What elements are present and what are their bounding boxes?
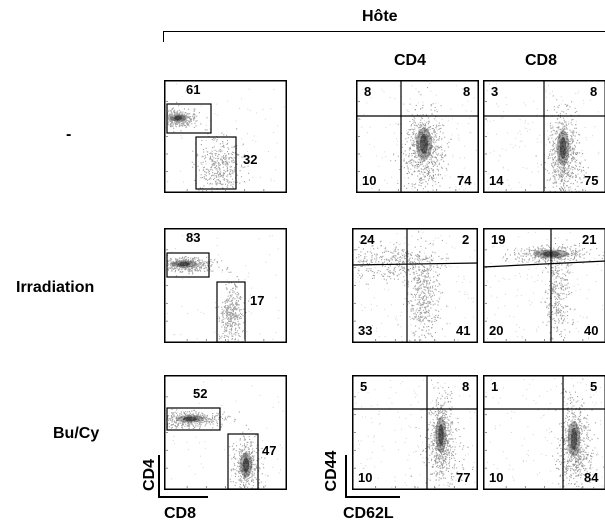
quadrant-ur: 8: [463, 84, 470, 99]
gate-value-cd4: 52: [193, 386, 207, 401]
gate-value-cd4: 83: [186, 230, 200, 245]
axis-y-cd4-line: [158, 455, 160, 497]
row-label-control: -: [66, 126, 72, 143]
axis-y-cd44-line: [345, 455, 347, 497]
quadrant-ul: 3: [491, 84, 498, 99]
axis-x-cd8-line: [158, 496, 208, 498]
quadrant-ll: 10: [489, 470, 503, 485]
row-label-irradiation: Irradiation: [16, 279, 95, 296]
panel-r1-cd4: 8 8 10 74: [356, 80, 479, 193]
quadrant-lr: 41: [456, 323, 470, 338]
quadrant-lr: 40: [584, 323, 598, 338]
quadrant-ll: 33: [358, 323, 372, 338]
quadrant-ul: 8: [364, 84, 371, 99]
quadrant-ul: 1: [491, 379, 498, 394]
axis-label-cd62l: CD62L: [343, 505, 394, 522]
axis-x-cd62l-line: [345, 496, 400, 498]
quadrant-ur: 5: [590, 379, 597, 394]
panel-r3-cd4cd8: 52 47: [164, 375, 287, 490]
cd8-column-title: CD8: [525, 52, 558, 69]
quadrant-lr: 74: [457, 173, 472, 188]
axis-label-cd8: CD8: [164, 505, 197, 522]
host-bracket: [163, 31, 605, 42]
quadrant-ll: 14: [489, 173, 504, 188]
panel-r1-cd8: 3 8 14 75: [483, 80, 605, 193]
panel-r3-cd8: 1 5 10 84: [483, 375, 605, 490]
panel-r2-cd4: 24 2 33 41: [352, 228, 478, 343]
quadrant-lr: 75: [584, 173, 598, 188]
quadrant-lr: 84: [584, 470, 599, 485]
axis-label-cd4: CD4: [141, 459, 158, 492]
panel-r3-cd4: 5 8 10 77: [352, 375, 478, 490]
gate-value-cd8: 47: [262, 443, 276, 458]
quadrant-ul: 5: [360, 379, 367, 394]
quadrant-ll: 20: [489, 323, 503, 338]
gate-value-cd8: 17: [250, 293, 264, 308]
host-title: Hôte: [362, 8, 398, 25]
panel-r2-cd8: 19 21 20 40: [483, 228, 605, 343]
gate-value-cd4: 61: [186, 82, 200, 97]
gate-value-cd8: 32: [243, 152, 257, 167]
row-label-bucy: Bu/Cy: [53, 425, 100, 442]
quadrant-ll: 10: [358, 470, 372, 485]
panel-r1-cd4cd8: 61 32: [164, 80, 287, 193]
quadrant-ur: 8: [590, 84, 597, 99]
axis-label-cd44: CD44: [323, 450, 340, 492]
quadrant-ul: 19: [491, 232, 505, 247]
quadrant-lr: 77: [456, 470, 470, 485]
quadrant-ur: 2: [462, 232, 469, 247]
cd4-column-title: CD4: [394, 52, 427, 69]
quadrant-ur: 8: [462, 379, 469, 394]
panel-r2-cd4cd8: 83 17: [164, 228, 287, 343]
quadrant-ur: 21: [582, 232, 596, 247]
quadrant-ul: 24: [360, 232, 375, 247]
quadrant-ll: 10: [362, 173, 376, 188]
